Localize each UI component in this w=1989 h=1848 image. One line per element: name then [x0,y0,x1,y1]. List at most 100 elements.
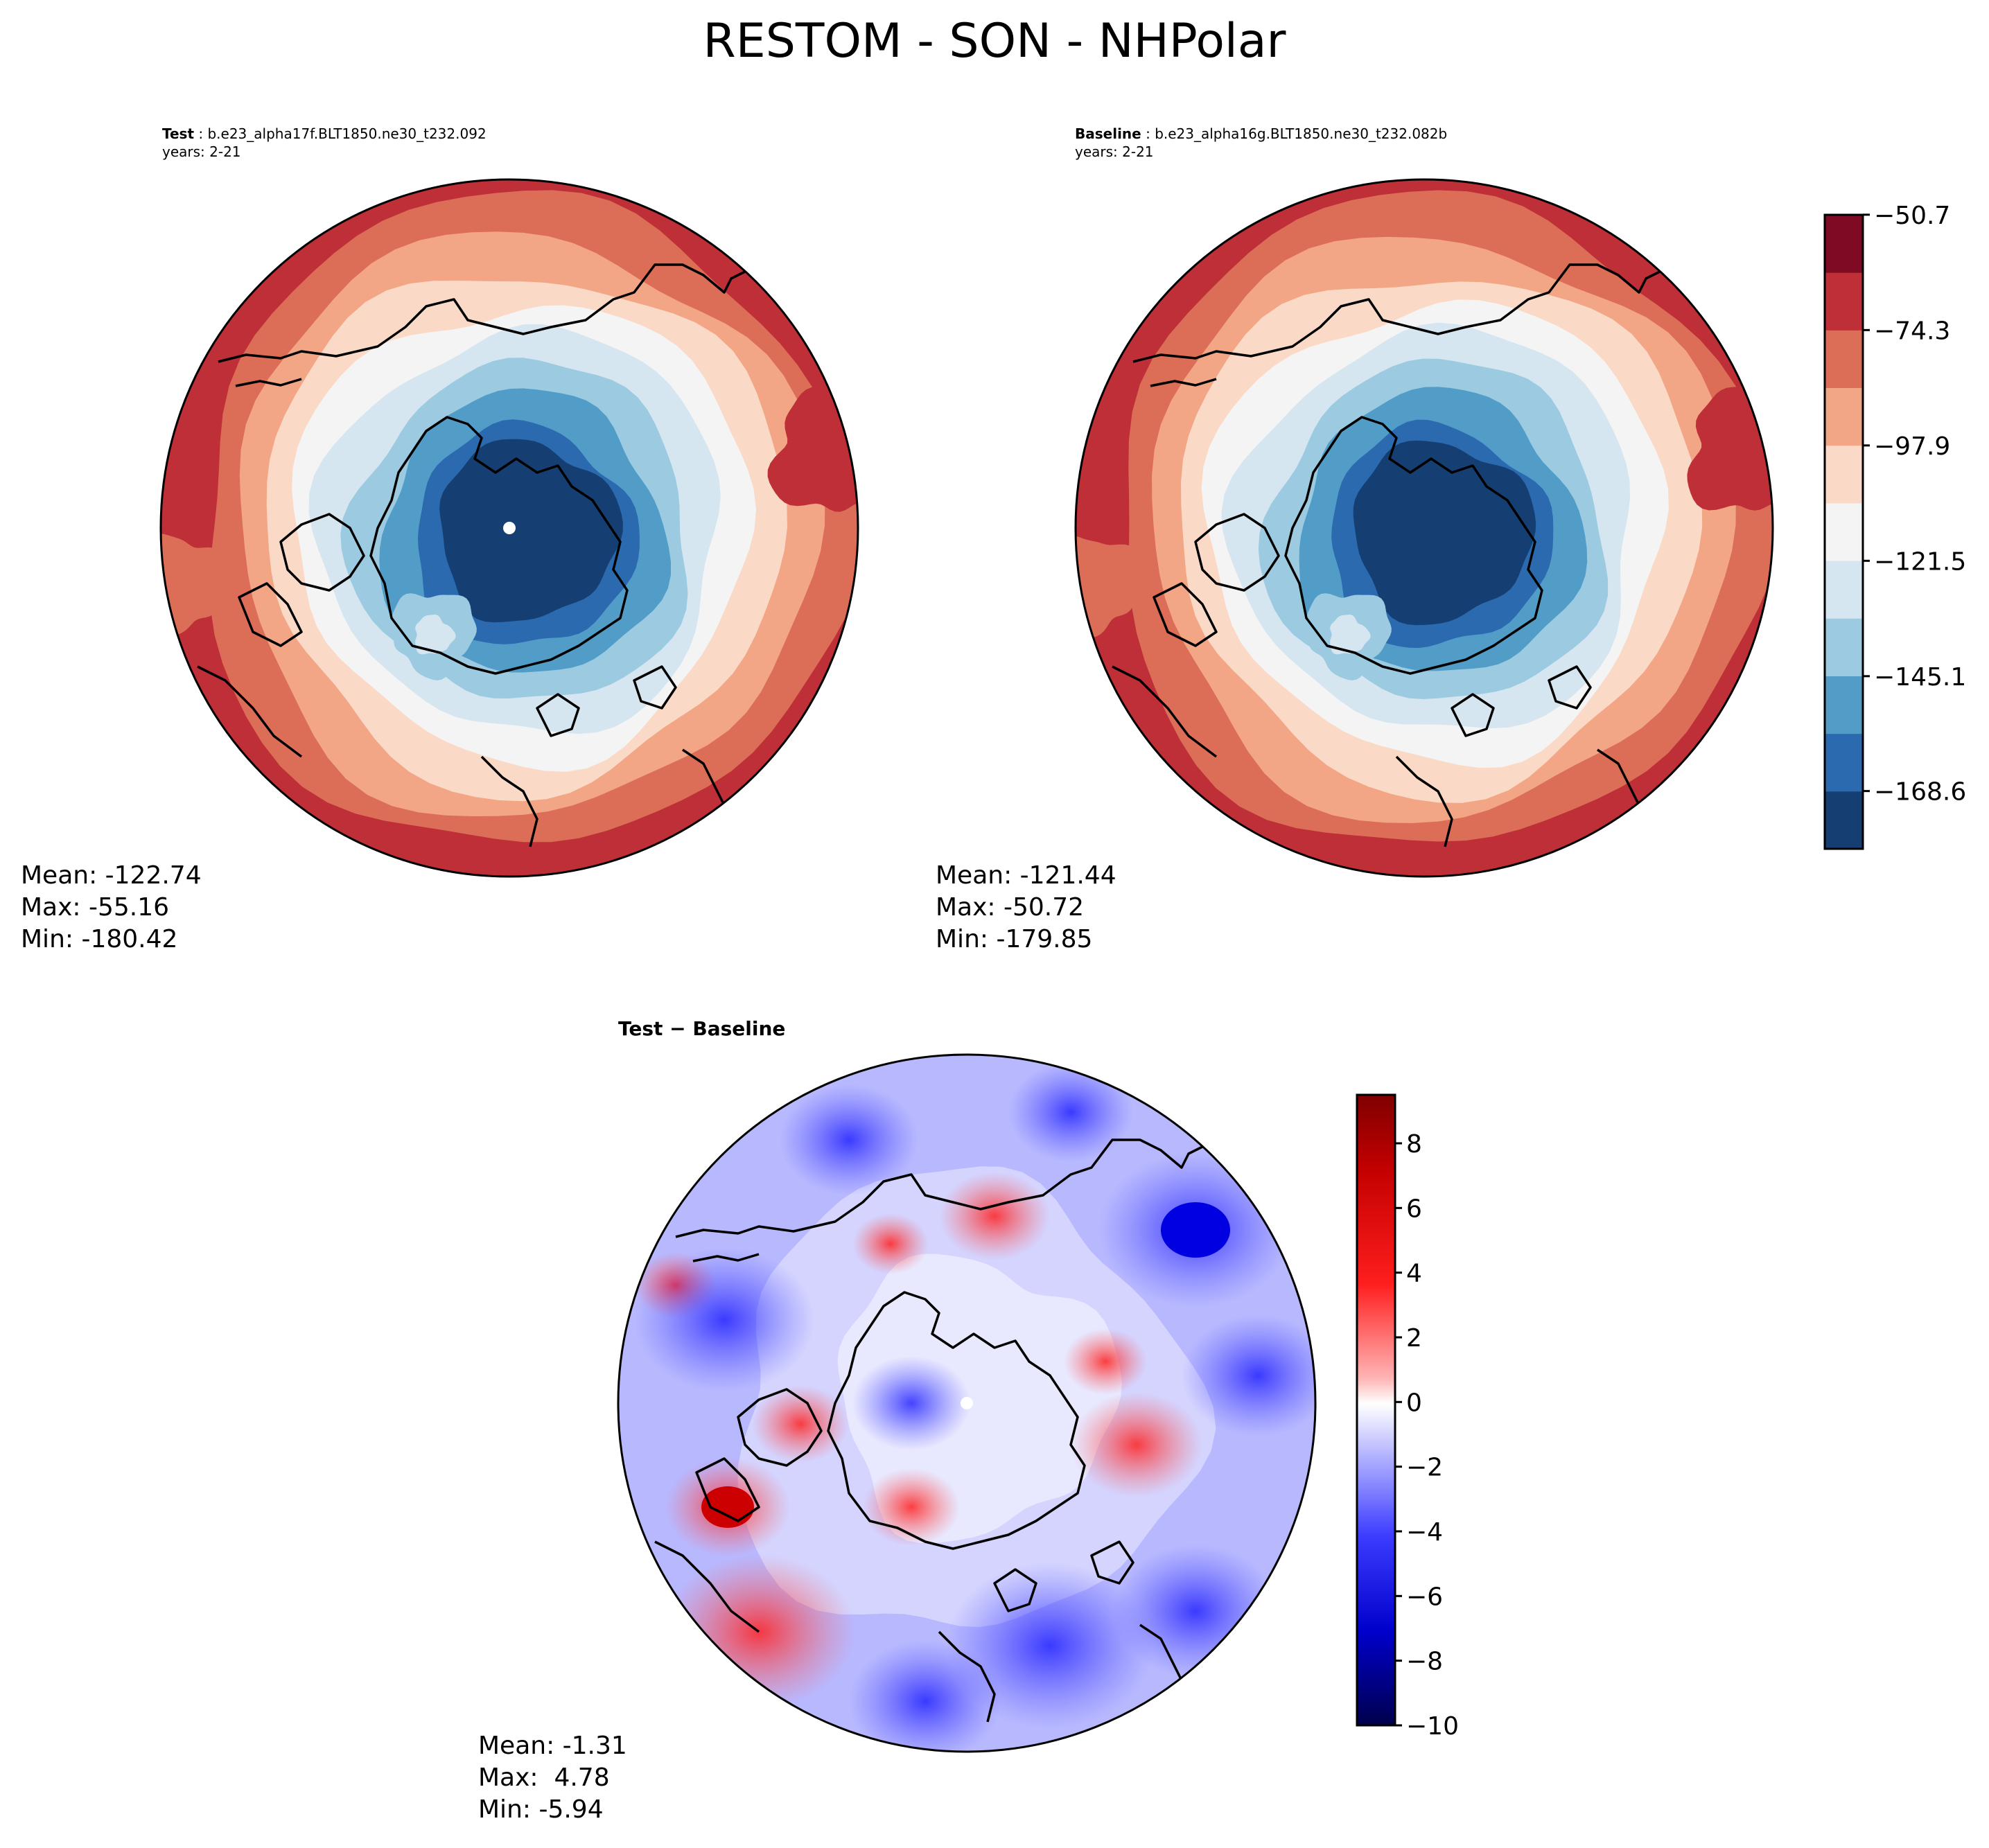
colorbar-tick-label: 2 [1406,1324,1422,1353]
colorbar-tick-label: −121.5 [1874,547,1966,576]
colorbar-tick-label: −97.9 [1874,432,1950,461]
coastline [1090,1540,1134,1585]
coastline [536,693,580,737]
map-boundary [159,178,859,878]
negative-anomaly-core [1161,1202,1230,1258]
coastline [993,1568,1037,1612]
coastline [695,1457,760,1522]
difference-stat-max: Max: 4.78 [478,1763,610,1792]
positive-anomaly [752,1385,849,1463]
coastline [1153,582,1218,647]
colorbar-tick-label: −8 [1406,1648,1443,1676]
positive-anomaly [1071,1392,1202,1497]
colorbar-tick-label: −6 [1406,1583,1443,1611]
coastline [1284,416,1543,675]
coastline [1451,693,1495,737]
figure-title: RESTOM - SON - NHPolar [703,14,1286,69]
colorbar-segment [1825,618,1863,676]
colorbar-tick-label: −10 [1406,1712,1459,1741]
difference-stats: Mean: -1.31 Max: 4.78 Min: -5.94 [478,1730,627,1826]
colorbar-segment [1825,387,1863,446]
colorbar-segment [1825,272,1863,331]
baseline-map [1074,178,1774,878]
coastline [1395,755,1453,847]
baseline-label: Baseline [1075,125,1141,142]
test-years: years: 2-21 [162,143,241,160]
difference-colorbar: 8 6 4 2 0 −2 −4 −6 −8 −10 [1356,1093,1459,1741]
colorbar-segment [1825,791,1863,850]
test-case-name: b.e23_alpha17f.BLT1850.ne30_t232.092 [207,125,487,142]
coastline [238,582,303,647]
coastline [633,665,677,710]
contour-warm-edge [161,533,229,637]
test-panel-title: Test : b.e23_alpha17f.BLT1850.ne30_t232.… [162,125,487,161]
positive-anomaly [852,1213,929,1274]
test-stat-min: Min: -180.42 [21,925,178,953]
negative-anomaly [852,1356,970,1450]
coastline [480,755,538,847]
coastline [675,1138,1217,1238]
colorbar-tick-label: −50.7 [1874,202,1950,230]
baseline-separator: : [1141,125,1155,142]
colorbar-segment [1825,445,1863,504]
colorbar-frame [1823,213,1864,850]
coastline [827,1291,1086,1550]
difference-map [617,1053,1317,1753]
baseline-years: years: 2-21 [1075,143,1154,160]
colorbar-tick-label: −168.6 [1874,778,1966,807]
negative-anomaly [1008,1062,1133,1162]
baseline-stat-max: Max: -50.72 [936,893,1085,922]
colorbar-segment [1825,561,1863,619]
coastline [197,665,303,758]
negative-anomaly [780,1084,918,1195]
pole-marker [961,1397,973,1409]
test-stat-mean: Mean: -122.74 [21,861,202,890]
coastline [692,1253,760,1262]
baseline-colorbar: −50.7 −74.3 −97.9 −121.5 −145.1 −168.6 [1823,202,1966,850]
coastline [369,416,629,675]
colorbar-gradient [1357,1095,1395,1725]
negative-anomaly [634,1248,814,1392]
baseline-case-name: b.e23_alpha16g.BLT1850.ne30_t232.082b [1155,125,1448,142]
coastline [1150,378,1217,387]
coastline [1548,665,1592,710]
colorbar-tick-label: −4 [1406,1518,1443,1547]
coastline [235,378,302,387]
negative-anomaly [1182,1314,1315,1436]
contour-core [439,439,623,623]
colorbar-segment [1825,733,1863,792]
difference-stat-mean: Mean: -1.31 [478,1732,627,1760]
test-label: Test [162,125,195,142]
difference-stat-min: Min: -5.94 [478,1795,604,1824]
coastline [1112,665,1218,758]
colorbar-tick-label: 0 [1406,1389,1422,1417]
colorbar-tick-label: 6 [1406,1195,1422,1223]
positive-anomaly-core [701,1486,754,1528]
baseline-stats: Mean: -121.44 Max: -50.72 Min: -179.85 [936,860,1116,956]
greenland-contour [1330,614,1371,655]
colorbar-tick-label: −2 [1406,1454,1443,1482]
baseline-panel-title: Baseline : b.e23_alpha16g.BLT1850.ne30_t… [1075,125,1447,161]
test-map [159,178,859,878]
coastline [654,1540,760,1633]
colorbar-tick-label: −145.1 [1874,663,1966,692]
baseline-stat-min: Min: -179.85 [936,925,1093,953]
colorbar-segment [1825,502,1863,561]
coastline [279,513,365,592]
contour-warm-edge [767,384,858,512]
coastline [1194,513,1280,592]
negative-anomaly [849,1640,1001,1752]
coastline [1132,263,1674,363]
test-stat-max: Max: -55.16 [21,893,170,922]
contour-warm-edge [1687,383,1773,511]
contour-warm-edge [1076,534,1143,638]
difference-title: Test − Baseline [618,1017,786,1040]
colorbar-tick-label: 4 [1406,1260,1422,1288]
test-separator: : [194,125,208,142]
contour-core [1353,440,1536,626]
coastline [737,1388,823,1467]
colorbar-segment [1825,330,1863,389]
colorbar-segment [1825,215,1863,273]
colorbar-tick-label: 8 [1406,1130,1422,1159]
